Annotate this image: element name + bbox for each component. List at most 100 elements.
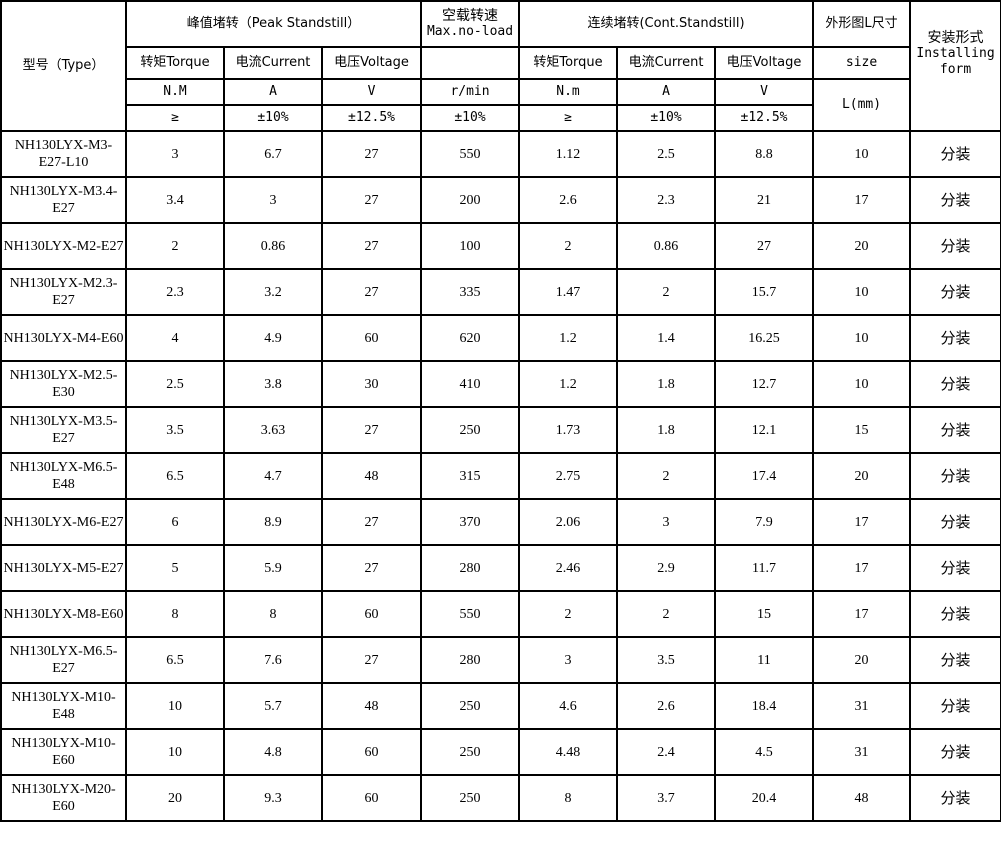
cell-install-form: 分装 [909,728,1001,776]
cell-cont-voltage: 20.4 [714,774,815,822]
cell-model: NH130LYX-M5-E27 [0,544,127,592]
cell-size-l: 15 [812,406,912,454]
cell-peak-voltage: 30 [320,360,423,408]
cell-no-load-speed: 335 [420,268,521,316]
table-row: NH130LYX-M10-E60 10 4.8 60 250 4.48 2.4 4.5 31 分装 [0,728,1001,776]
cell-peak-voltage: 27 [320,176,423,224]
header-peak-standstill: 峰值堵转（Peak Standstill） [124,0,423,48]
tolerance-cell: ≥ [125,104,225,132]
cell-cont-current: 2.6 [616,682,717,730]
cell-no-load-speed: 620 [420,314,521,362]
cell-peak-voltage: 27 [320,544,423,592]
header-cont-standstill: 连续堵转(Cont.Standstill) [518,0,815,48]
cell-size-l: 10 [812,360,912,408]
cell-cont-current: 1.8 [616,360,717,408]
cell-peak-voltage: 60 [320,728,423,776]
table-row: NH130LYX-M3.4-E27 3.4 3 27 200 2.6 2.3 21 17 分装 [0,176,1001,224]
cell-cont-current: 1.4 [616,314,717,362]
header-install-en2: form [939,62,972,77]
cell-size-l: 17 [812,176,912,224]
header-cont-current: 电流Current [616,46,717,80]
cell-cont-voltage: 8.8 [714,130,815,178]
header-peak-torque: 转矩Torque [125,46,225,80]
cell-model: NH130LYX-M2.3-E27 [0,268,127,316]
cell-peak-torque: 3.4 [125,176,225,224]
cell-cont-torque: 3 [518,636,619,684]
cell-size-l: 31 [812,728,912,776]
header-no-load-en: Max.no-load [426,24,514,39]
cell-cont-voltage: 15.7 [714,268,815,316]
tolerance-cell: ≥ [518,104,619,132]
cell-cont-voltage: 18.4 [714,682,815,730]
cell-size-l: 17 [812,544,912,592]
cell-cont-voltage: 27 [714,222,815,270]
cell-no-load-speed: 250 [420,682,521,730]
cell-size-l: 20 [812,452,912,500]
cell-cont-voltage: 4.5 [714,728,815,776]
cell-cont-current: 1.8 [616,406,717,454]
cell-cont-torque: 8 [518,774,619,822]
cell-peak-voltage: 27 [320,498,423,546]
cell-cont-current: 3.5 [616,636,717,684]
cell-peak-torque: 3 [125,130,225,178]
cell-cont-current: 2 [616,268,717,316]
cell-peak-voltage: 27 [320,130,423,178]
cell-peak-torque: 6.5 [125,636,225,684]
cell-model: NH130LYX-M3.4-E27 [0,176,127,224]
cell-peak-torque: 2.5 [125,360,225,408]
cell-peak-current: 4.9 [223,314,323,362]
cell-install-form: 分装 [909,544,1001,592]
table-row: NH130LYX-M10-E48 10 5.7 48 250 4.6 2.6 18.4 31 分装 [0,682,1001,730]
unit-cell: A [223,78,323,106]
cell-model: NH130LYX-M6.5-E27 [0,636,127,684]
tolerance-cell: ±10% [223,104,323,132]
cell-peak-torque: 3.5 [125,406,225,454]
cell-peak-voltage: 27 [320,268,423,316]
cell-cont-torque: 2.46 [518,544,619,592]
cell-peak-current: 4.8 [223,728,323,776]
table-row: NH130LYX-M3.5-E27 3.5 3.63 27 250 1.73 1.8 12.1… [0,406,1001,454]
cell-install-form: 分装 [909,590,1001,638]
cell-no-load-speed: 410 [420,360,521,408]
cell-cont-current: 2 [616,590,717,638]
cell-cont-voltage: 11.7 [714,544,815,592]
cell-peak-torque: 5 [125,544,225,592]
cell-peak-torque: 2 [125,222,225,270]
table-row: NH130LYX-M6.5-E27 6.5 7.6 27 280 3 3.5 11 20 分装 [0,636,1001,684]
cell-cont-current: 0.86 [616,222,717,270]
cell-cont-voltage: 7.9 [714,498,815,546]
cell-model: NH130LYX-M10-E48 [0,682,127,730]
header-type: 型号（Type） [0,0,127,132]
cell-peak-current: 5.7 [223,682,323,730]
cell-peak-current: 0.86 [223,222,323,270]
cell-peak-current: 4.7 [223,452,323,500]
header-install-cn: 安装形式 [927,30,984,46]
cell-peak-torque: 20 [125,774,225,822]
cell-model: NH130LYX-M6-E27 [0,498,127,546]
cell-no-load-speed: 200 [420,176,521,224]
motor-spec-table: 型号（Type） 峰值堵转（Peak Standstill） 空载转速 Max.n… [0,0,1001,822]
cell-model: NH130LYX-M8-E60 [0,590,127,638]
cell-install-form: 分装 [909,636,1001,684]
header-no-load-blank [420,46,521,80]
cell-no-load-speed: 250 [420,728,521,776]
cell-cont-voltage: 17.4 [714,452,815,500]
header-no-load-cn: 空载转速 [442,8,499,24]
cell-peak-voltage: 60 [320,314,423,362]
header-install: 安装形式 Installing form [909,0,1001,132]
cell-no-load-speed: 100 [420,222,521,270]
cell-peak-voltage: 48 [320,452,423,500]
cell-no-load-speed: 315 [420,452,521,500]
cell-size-l: 17 [812,590,912,638]
cell-peak-voltage: 48 [320,682,423,730]
header-size-cn: 外形图L尺寸 [812,0,912,48]
tolerance-cell: ±10% [616,104,717,132]
cell-size-l: 31 [812,682,912,730]
cell-cont-torque: 1.2 [518,314,619,362]
cell-cont-torque: 2 [518,590,619,638]
unit-cell: N.m [518,78,619,106]
cell-cont-voltage: 12.1 [714,406,815,454]
table-row: NH130LYX-M4-E60 4 4.9 60 620 1.2 1.4 16.25 10 分装 [0,314,1001,362]
cell-model: NH130LYX-M2.5-E30 [0,360,127,408]
cell-peak-torque: 10 [125,682,225,730]
